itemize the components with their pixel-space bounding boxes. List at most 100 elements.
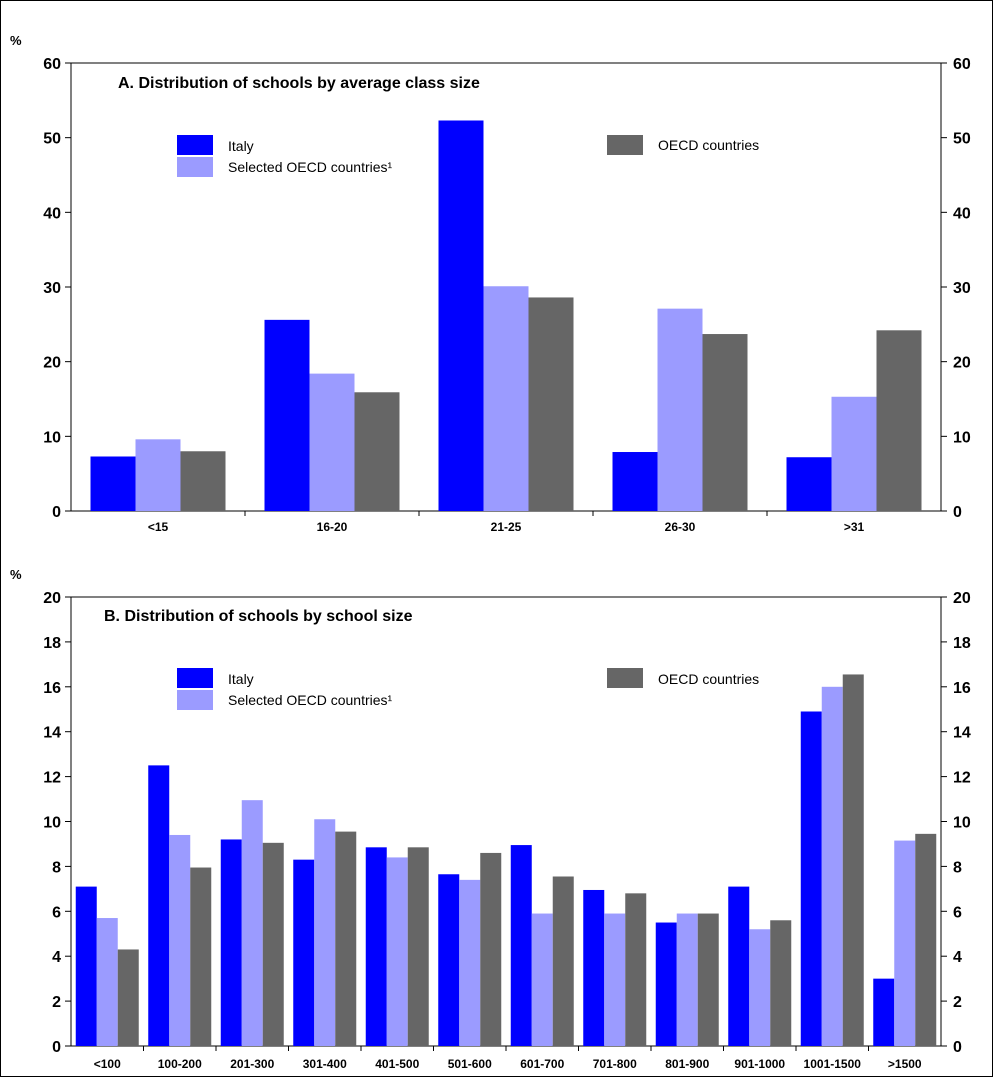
panel-b: % B. Distribution of schools by school s… (10, 567, 971, 1071)
bar-selected-oecd (749, 929, 771, 1046)
bar-oecd (876, 330, 922, 511)
left-axis-tick-label: 0 (52, 504, 61, 521)
legend-label-oecd: OECD countries (658, 137, 759, 153)
legend-swatch-italy (177, 135, 213, 155)
bar-italy (510, 845, 532, 1046)
bar-italy (75, 886, 97, 1046)
bar-selected-oecd (657, 308, 703, 511)
panel-b-unit-label: % (10, 567, 22, 582)
left-axis-tick-label: 10 (43, 815, 61, 832)
panel-a-title: A. Distribution of schools by average cl… (118, 75, 480, 92)
bar-italy (365, 847, 387, 1046)
bar-oecd (552, 876, 574, 1046)
bar-italy (220, 839, 242, 1046)
bar-oecd (528, 297, 574, 511)
bar-italy (655, 922, 677, 1046)
right-axis-tick-label: 50 (953, 131, 971, 148)
bar-selected-oecd (531, 913, 553, 1046)
bar-selected-oecd (483, 286, 529, 511)
panel-b-category-labels: <100 100-200 201-300 301-400 401-500 501-600 6… (94, 1046, 922, 1071)
bar-oecd (354, 392, 400, 511)
left-axis-tick-label: 18 (43, 635, 61, 652)
right-axis-tick-label: 0 (953, 504, 962, 521)
panel-b-legend: Italy Selected OECD countries¹ OECD coun… (177, 668, 759, 710)
x-axis-category-label: 201-300 (230, 1057, 274, 1071)
bar-selected-oecd (604, 913, 626, 1046)
left-axis-tick-label: 8 (52, 859, 61, 876)
left-axis-tick-label: 0 (52, 1039, 61, 1056)
bar-italy (264, 319, 310, 511)
right-axis-tick-label: 10 (953, 815, 971, 832)
right-axis-tick-label: 12 (953, 770, 971, 787)
bar-italy (148, 765, 170, 1046)
bar-selected-oecd (135, 439, 181, 511)
left-axis-tick-label: 60 (43, 56, 61, 73)
legend-swatch-selected-oecd (177, 157, 213, 177)
x-axis-category-label: >31 (844, 520, 865, 534)
bar-selected-oecd (894, 840, 916, 1046)
right-axis-tick-label: 8 (953, 859, 962, 876)
bar-oecd (180, 451, 226, 511)
left-axis-tick-label: 20 (43, 355, 61, 372)
bar-italy (612, 452, 658, 511)
panel-b-left-axis: 0 2 4 6 8 10 12 14 16 18 20 (43, 590, 71, 1056)
left-axis-tick-label: 20 (43, 590, 61, 607)
left-axis-tick-label: 10 (43, 429, 61, 446)
right-axis-tick-label: 14 (953, 725, 971, 742)
x-axis-category-label: 16-20 (317, 520, 348, 534)
panel-a-right-axis: 0 10 20 30 40 50 60 (941, 56, 971, 521)
legend-label-oecd: OECD countries (658, 671, 759, 687)
left-axis-tick-label: 6 (52, 904, 61, 921)
left-axis-tick-label: 30 (43, 280, 61, 297)
x-axis-category-label: 100-200 (158, 1057, 202, 1071)
bar-selected-oecd (309, 373, 355, 511)
bar-italy (293, 859, 315, 1046)
x-axis-category-label: <100 (94, 1057, 121, 1071)
legend-swatch-italy (177, 668, 213, 688)
panel-a-bars (90, 120, 922, 511)
bar-selected-oecd (459, 879, 481, 1046)
bar-selected-oecd (821, 686, 843, 1046)
x-axis-category-label: 501-600 (448, 1057, 492, 1071)
x-axis-category-label: 901-1000 (734, 1057, 785, 1071)
x-axis-category-label: 21-25 (491, 520, 522, 534)
bar-italy (873, 978, 895, 1046)
right-axis-tick-label: 20 (953, 590, 971, 607)
right-axis-tick-label: 18 (953, 635, 971, 652)
left-axis-tick-label: 4 (52, 949, 61, 966)
bar-oecd (262, 842, 284, 1046)
right-axis-tick-label: 2 (953, 994, 962, 1011)
right-axis-tick-label: 16 (953, 680, 971, 697)
right-axis-tick-label: 10 (953, 429, 971, 446)
right-axis-tick-label: 40 (953, 205, 971, 222)
x-axis-category-label: >1500 (888, 1057, 922, 1071)
x-axis-category-label: 801-900 (665, 1057, 709, 1071)
right-axis-tick-label: 6 (953, 904, 962, 921)
bar-selected-oecd (676, 913, 698, 1046)
x-axis-category-label: 301-400 (303, 1057, 347, 1071)
x-axis-category-label: 26-30 (665, 520, 696, 534)
bar-oecd (407, 847, 429, 1046)
left-axis-tick-label: 12 (43, 770, 61, 787)
panel-a-category-labels: <15 16-20 21-25 26-30 >31 (148, 511, 865, 534)
bar-oecd (480, 852, 502, 1046)
panel-a: % A. Distribution of schools by average … (10, 33, 971, 534)
legend-label-selected-oecd: Selected OECD countries¹ (228, 692, 393, 708)
bar-italy (786, 457, 832, 511)
x-axis-category-label: 401-500 (375, 1057, 419, 1071)
bar-selected-oecd (831, 396, 877, 511)
legend-swatch-selected-oecd (177, 690, 213, 710)
right-axis-tick-label: 0 (953, 1039, 962, 1056)
x-axis-category-label: <15 (148, 520, 169, 534)
left-axis-tick-label: 2 (52, 994, 61, 1011)
x-axis-category-label: 1001-1500 (804, 1057, 862, 1071)
panel-a-unit-label: % (10, 33, 22, 48)
bar-selected-oecd (314, 819, 336, 1046)
bar-oecd (697, 913, 719, 1046)
bar-selected-oecd (241, 800, 263, 1046)
left-axis-tick-label: 16 (43, 680, 61, 697)
right-axis-tick-label: 4 (953, 949, 962, 966)
left-axis-tick-label: 14 (43, 725, 61, 742)
right-axis-tick-label: 60 (953, 56, 971, 73)
